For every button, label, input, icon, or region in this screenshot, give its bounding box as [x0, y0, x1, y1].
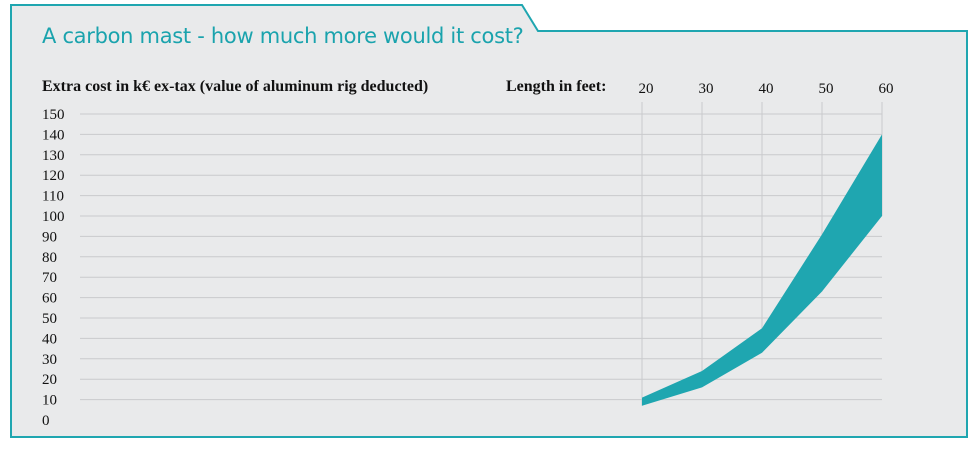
y-tick-label: 60 [42, 291, 57, 307]
y-tick-label: 90 [42, 229, 57, 245]
panel-background [10, 4, 968, 438]
y-tick-label: 100 [42, 209, 65, 225]
x-axis-ticks: 20 30 40 50 60 [639, 81, 894, 97]
y-tick-label: 30 [42, 352, 57, 368]
x-tick-label: 50 [819, 81, 834, 97]
y-tick-label: 50 [42, 311, 57, 327]
x-tick-label: 20 [639, 81, 654, 97]
cost-range-band [642, 134, 882, 406]
x-tick-label: 40 [759, 81, 774, 97]
y-tick-label: 80 [42, 250, 57, 266]
y-tick-label: 10 [42, 393, 57, 409]
y-tick-label: 130 [42, 148, 65, 164]
x-axis-label: Length in feet: [506, 78, 607, 95]
y-tick-label: 0 [42, 413, 50, 429]
cost-band-layer [642, 134, 882, 406]
y-tick-label: 120 [42, 168, 65, 184]
y-tick-label: 40 [42, 331, 57, 347]
y-tick-label: 20 [42, 372, 57, 388]
y-tick-label: 70 [42, 270, 57, 286]
y-tick-label: 140 [42, 127, 65, 143]
x-tick-label: 60 [879, 81, 894, 97]
y-axis-label: Extra cost in k€ ex-tax (value of alumin… [42, 78, 429, 95]
x-tick-label: 30 [699, 81, 714, 97]
chart-title: A carbon mast - how much more would it c… [42, 24, 524, 48]
y-tick-label: 150 [42, 107, 65, 123]
y-tick-label: 110 [42, 189, 64, 205]
